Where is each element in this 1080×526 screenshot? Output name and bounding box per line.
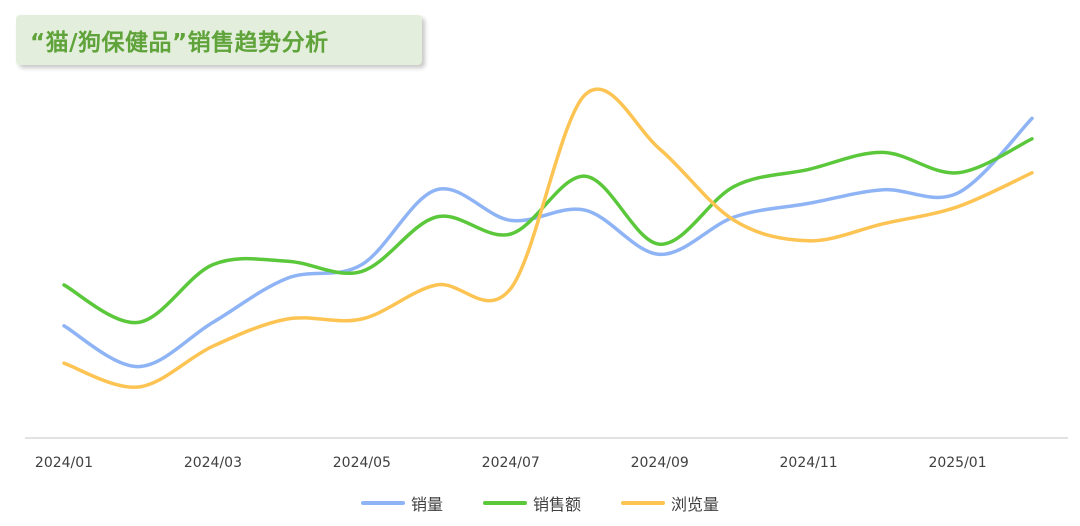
legend-item: 销售额 <box>482 491 581 515</box>
line-chart: 2024/01 2024/03 2024/05 2024/07 2024/09 2024/… <box>25 87 1068 471</box>
x-tick-label: 2024/05 <box>333 455 391 471</box>
series-line-3 <box>62 87 1034 389</box>
series-line-1 <box>62 116 1034 369</box>
x-tick-label: 2025/01 <box>928 455 986 471</box>
legend-label: 销售额 <box>532 495 581 514</box>
x-tick-labels: 2024/01 2024/03 2024/05 2024/07 2024/09 2024/… <box>35 455 987 471</box>
chart-title-box: “猫/狗保健品”销售趋势分析 <box>16 15 422 65</box>
x-tick-label: 2024/01 <box>35 455 93 471</box>
chart-title: “猫/狗保健品”销售趋势分析 <box>30 30 329 56</box>
legend-swatch <box>621 501 665 505</box>
legend-label: 销量 <box>410 495 443 514</box>
legend-item: 销量 <box>360 491 443 515</box>
series-layer <box>62 87 1034 389</box>
x-tick-label: 2024/07 <box>482 455 540 471</box>
x-tick-label: 2024/03 <box>184 455 242 471</box>
x-tick-label: 2024/11 <box>780 455 838 471</box>
x-tick-label: 2024/09 <box>631 455 689 471</box>
legend-label: 浏览量 <box>671 495 720 514</box>
legend-item: 浏览量 <box>621 491 719 515</box>
chart-legend: 销量 销售额 浏览量 <box>0 490 1080 516</box>
series-line-2 <box>62 137 1034 325</box>
legend-swatch <box>360 501 405 505</box>
legend-swatch <box>482 501 527 505</box>
